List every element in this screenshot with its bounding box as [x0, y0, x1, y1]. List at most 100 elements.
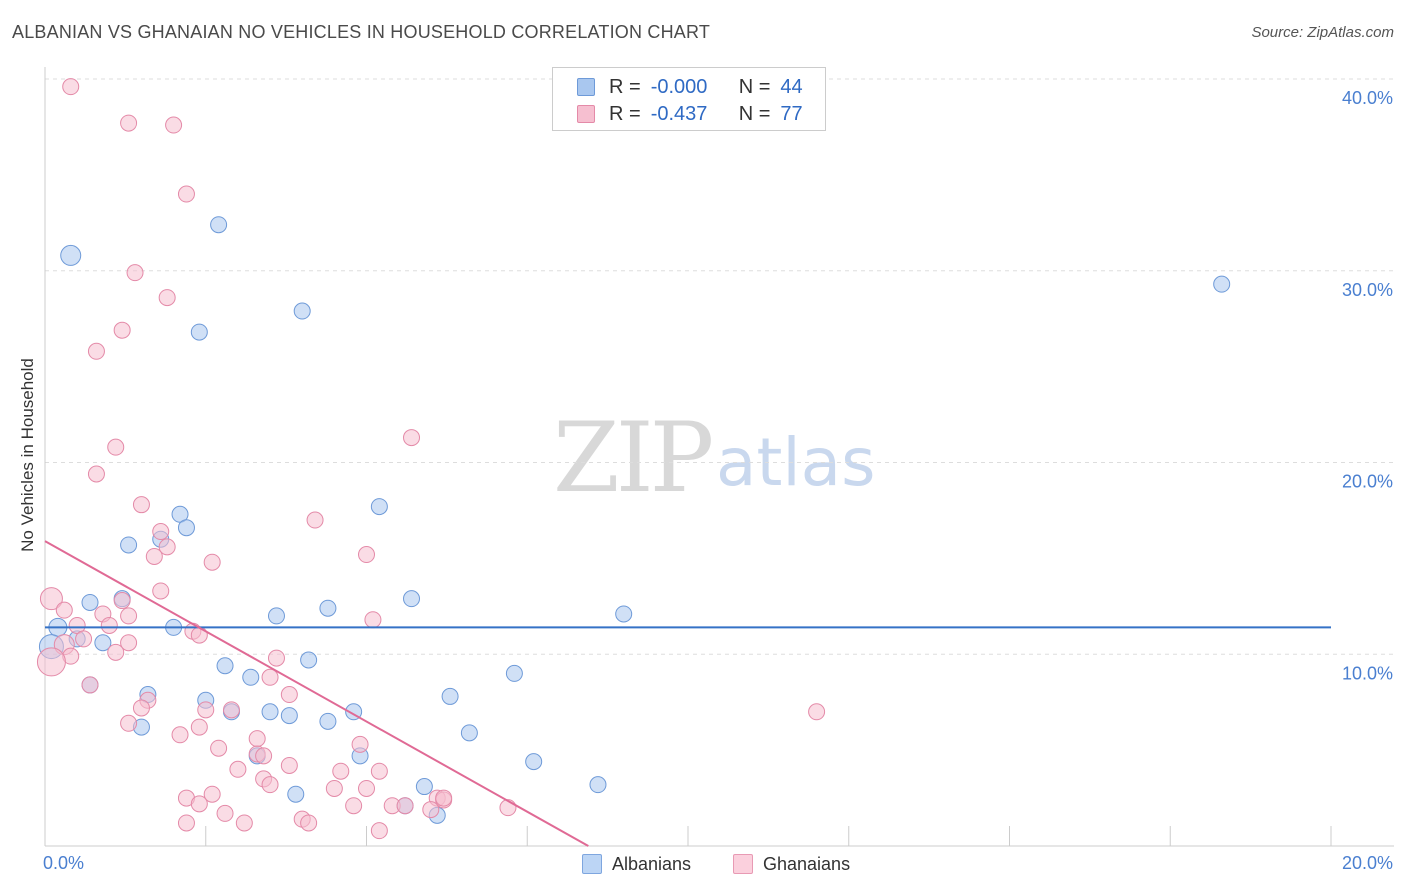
- ghanaian-point: [203, 785, 221, 803]
- ghanaian-point: [171, 726, 189, 744]
- albanian-point: [441, 687, 459, 705]
- y-axis-label: No Vehicles in Household: [18, 358, 37, 552]
- ghanaian-point: [165, 116, 183, 134]
- ghanaian-point: [203, 553, 221, 571]
- ghanaian-point: [422, 801, 440, 819]
- legend-row-albanians: R = -0.000 N = 44: [577, 76, 803, 98]
- ghanaian-point: [120, 634, 138, 652]
- ghanaian-point: [107, 643, 125, 661]
- albanian-point: [81, 593, 99, 611]
- albanian-point: [267, 607, 285, 625]
- albanian-point: [261, 703, 279, 721]
- ghanaian-point: [190, 626, 208, 644]
- legend-swatch-albanians: [577, 78, 595, 96]
- albanian-point: [210, 216, 228, 234]
- albanian-point: [460, 724, 478, 742]
- albanian-point: [60, 244, 82, 266]
- tick-labels: 10.0% 20.0% 30.0% 40.0% 0.0% 20.0%: [43, 88, 1393, 873]
- grid-lines: [45, 78, 1394, 655]
- ghanaian-point: [300, 814, 318, 832]
- y-tick-label: 10.0%: [1342, 663, 1393, 683]
- ghanaian-point: [351, 735, 369, 753]
- x-tick-label-min: 0.0%: [43, 853, 84, 873]
- ghanaian-point: [358, 546, 375, 564]
- ghanaian-point: [145, 547, 163, 565]
- ghanaian-point: [210, 739, 228, 757]
- ghanaian-point: [132, 699, 150, 717]
- ghanaian-point: [255, 747, 273, 765]
- ghanaian-point: [435, 789, 453, 807]
- ghanaian-point: [370, 762, 388, 780]
- legend-r-label: R =: [609, 75, 641, 98]
- ghanaian-point: [261, 776, 279, 794]
- ghanaian-point: [120, 114, 138, 132]
- ghanaian-point: [190, 718, 208, 736]
- ghanaian-point: [87, 342, 105, 360]
- ghanaian-point: [499, 799, 517, 817]
- ghanaian-point: [36, 647, 66, 677]
- ghanaian-point: [332, 762, 350, 780]
- ghanaian-point: [197, 701, 215, 719]
- albanian-point: [94, 634, 112, 652]
- albanian-point: [177, 519, 195, 537]
- ghanaian-point: [120, 607, 138, 625]
- y-tick-label: 20.0%: [1342, 472, 1393, 492]
- ghanaian-point: [370, 822, 388, 840]
- ghanaian-point: [100, 616, 118, 634]
- ghanaian-point: [364, 611, 382, 629]
- ghanaian-point: [152, 523, 170, 541]
- ghanaian-point: [81, 676, 99, 694]
- ghanaian-point: [39, 587, 63, 611]
- legend-n-value: 44: [780, 75, 803, 98]
- ghanaian-point: [222, 701, 240, 719]
- legend-row-ghanaians: R = -0.437 N = 77: [577, 103, 803, 125]
- ghanaian-point: [152, 582, 170, 600]
- ghanaian-point: [132, 496, 150, 514]
- albanian-point: [242, 668, 260, 686]
- ghanaian-point: [306, 511, 324, 529]
- ghanaian-point: [177, 185, 195, 203]
- ghanaian-point: [808, 703, 826, 721]
- ghanaian-point: [113, 592, 131, 610]
- y-tick-label: 40.0%: [1342, 88, 1393, 108]
- ghanaian-point: [403, 429, 421, 447]
- albanian-point: [120, 536, 138, 554]
- ghanaian-point: [158, 538, 176, 556]
- albanian-point: [319, 712, 337, 730]
- legend-n-value: 77: [780, 102, 803, 125]
- y-tick-label: 30.0%: [1342, 280, 1393, 300]
- bottom-legend-label-albanians: Albanians: [612, 853, 692, 874]
- bottom-legend-label-ghanaians: Ghanaians: [763, 853, 851, 874]
- ghanaian-point: [261, 668, 279, 686]
- watermark-zip: ZIP: [553, 402, 714, 514]
- ghanaian-point: [216, 804, 234, 822]
- chart-title: ALBANIAN VS GHANAIAN NO VEHICLES IN HOUS…: [12, 22, 711, 42]
- source-label[interactable]: Source: ZipAtlas.com: [1251, 24, 1394, 41]
- ghanaian-point: [229, 760, 247, 778]
- albanian-point: [300, 651, 318, 669]
- ghanaian-points: [36, 78, 826, 840]
- ghanaian-point: [267, 649, 285, 667]
- albanian-point: [370, 498, 388, 516]
- albanian-point: [216, 657, 234, 675]
- legend-r-value: -0.000: [650, 75, 708, 98]
- ghanaian-point: [396, 797, 414, 815]
- albanian-point: [280, 707, 298, 725]
- ghanaian-point: [280, 686, 298, 704]
- ghanaian-point: [235, 814, 253, 832]
- bottom-legend-ghanaians[interactable]: Ghanaians: [733, 852, 850, 876]
- bottom-legend-swatch-albanians: [582, 854, 602, 874]
- legend-n-label: N =: [738, 75, 771, 98]
- ghanaian-point: [126, 264, 144, 282]
- bottom-legend-albanians[interactable]: Albanians: [582, 852, 691, 876]
- ghanaian-point: [190, 795, 208, 813]
- ghanaian-point: [87, 465, 105, 483]
- ghanaian-point: [62, 78, 80, 96]
- albanian-point: [1213, 275, 1231, 293]
- ghanaian-trend-line: [44, 540, 589, 847]
- ghanaian-point: [75, 630, 93, 648]
- albanian-point: [190, 323, 208, 341]
- legend-r-label: R =: [609, 102, 641, 125]
- correlation-legend: R = -0.000 N = 44 R = -0.437 N = 77: [552, 67, 826, 131]
